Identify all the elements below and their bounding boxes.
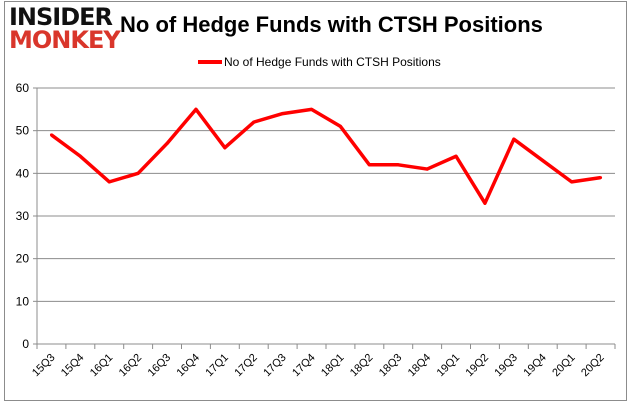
data-point: [367, 163, 371, 167]
y-tick-label: 40: [16, 166, 30, 180]
data-point: [541, 159, 545, 163]
data-point: [310, 107, 314, 111]
data-point: [252, 120, 256, 124]
x-tick-label: 15Q4: [59, 352, 87, 380]
data-point: [338, 124, 342, 128]
x-tick-label: 16Q4: [175, 352, 203, 380]
data-point: [165, 141, 169, 145]
x-tick-label: 17Q4: [290, 352, 318, 380]
data-point: [136, 171, 140, 175]
x-tick-label: 15Q3: [30, 352, 58, 380]
x-tick-label: 16Q3: [146, 352, 174, 380]
data-point: [49, 133, 53, 137]
y-tick-label: 60: [16, 81, 30, 95]
x-tick-label: 19Q3: [492, 352, 520, 380]
x-tick-label: 17Q3: [261, 352, 289, 380]
data-point: [599, 176, 603, 180]
data-point: [281, 112, 285, 116]
data-point: [107, 180, 111, 184]
x-tick-label: 20Q2: [579, 352, 607, 380]
data-point: [194, 107, 198, 111]
x-tick-label: 17Q2: [232, 352, 260, 380]
x-tick-label: 18Q4: [406, 352, 434, 380]
y-tick-label: 50: [16, 124, 30, 138]
data-point: [396, 163, 400, 167]
x-tick-label: 18Q3: [377, 352, 405, 380]
x-tick-label: 16Q2: [117, 352, 145, 380]
legend-label: No of Hedge Funds with CTSH Positions: [224, 55, 441, 69]
data-point: [78, 154, 82, 158]
data-point: [512, 137, 516, 141]
series-line: [50, 107, 601, 205]
data-point: [425, 167, 429, 171]
data-point: [223, 146, 227, 150]
data-point: [570, 180, 574, 184]
logo-line1: INSIDER: [9, 3, 113, 31]
y-tick-label: 10: [16, 294, 30, 308]
x-tick-label: 18Q2: [348, 352, 376, 380]
x-tick-label: 19Q1: [435, 352, 463, 380]
y-tick-label: 30: [16, 209, 30, 223]
x-tick-label: 17Q1: [203, 352, 231, 380]
data-point: [454, 154, 458, 158]
logo-line2: MONKEY: [9, 26, 121, 54]
x-tick-label: 16Q1: [88, 352, 116, 380]
chart-title: No of Hedge Funds with CTSH Positions: [120, 12, 543, 37]
x-tick-label: 18Q1: [319, 352, 347, 380]
y-tick-label: 20: [16, 252, 30, 266]
data-point: [483, 201, 487, 205]
x-tick-label: 19Q4: [521, 352, 549, 380]
y-tick-label: 0: [22, 337, 29, 351]
chart-frame: [4, 1, 627, 401]
insider-monkey-logo: INSIDER MONKEY: [9, 3, 121, 54]
x-tick-label: 19Q2: [464, 352, 492, 380]
x-tick-label: 20Q1: [550, 352, 578, 380]
